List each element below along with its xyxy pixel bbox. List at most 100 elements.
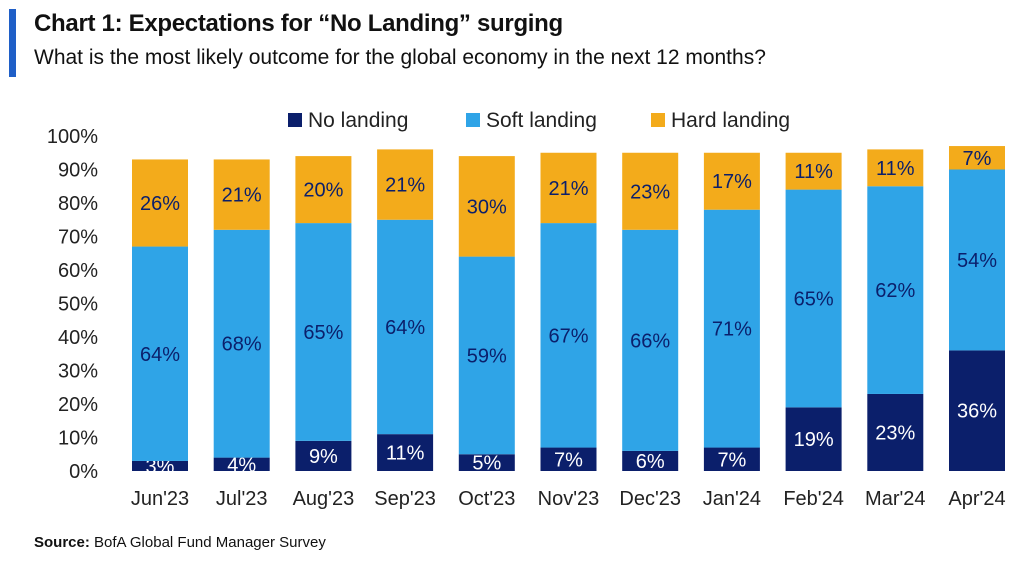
x-tick-label: Nov'23 — [538, 488, 600, 510]
data-label: 59% — [467, 345, 507, 367]
data-label: 7% — [963, 148, 992, 170]
bar-segment-hard-landing — [132, 159, 188, 247]
x-tick-label: Feb'24 — [783, 488, 844, 510]
bar-segment-no-landing — [540, 447, 597, 471]
data-label: 20% — [303, 180, 343, 202]
bar-segment-soft-landing — [295, 223, 352, 441]
data-label: 7% — [554, 449, 583, 471]
bar-segment-hard-landing — [295, 156, 352, 224]
data-label: 5% — [472, 453, 501, 475]
bar-segment-hard-landing — [867, 149, 924, 187]
data-label: 66% — [630, 330, 670, 352]
bar-segment-soft-landing — [867, 186, 924, 394]
data-label: 19% — [794, 429, 834, 451]
bar-segment-no-landing — [949, 350, 1005, 471]
title-accent-bar — [9, 9, 16, 77]
x-tick-label: Apr'24 — [948, 488, 1005, 510]
data-label: 4% — [227, 454, 256, 476]
data-label: 11% — [386, 443, 425, 465]
data-label: 64% — [140, 344, 180, 366]
chart-title: Chart 1: Expectations for “No Landing” s… — [34, 10, 563, 37]
bar-segment-soft-landing — [785, 189, 842, 408]
data-label: 26% — [140, 193, 180, 215]
legend-label: Soft landing — [486, 109, 597, 132]
legend-swatch — [288, 113, 302, 127]
bar-segment-soft-landing — [458, 256, 515, 455]
x-tick-label: Sep'23 — [374, 488, 436, 510]
bar-segment-soft-landing — [703, 209, 760, 448]
source-note: Source: BofA Global Fund Manager Survey — [34, 534, 326, 551]
legend-swatch — [466, 113, 480, 127]
bar-segment-soft-landing — [622, 229, 679, 451]
data-label: 11% — [876, 158, 915, 180]
data-label: 7% — [717, 449, 746, 471]
bar-segment-hard-landing — [458, 156, 515, 257]
data-label: 67% — [548, 325, 588, 347]
bar-segment-no-landing — [785, 407, 842, 471]
chart-subtitle: What is the most likely outcome for the … — [34, 46, 766, 69]
data-label: 21% — [548, 178, 588, 200]
source-label: Source: — [34, 534, 90, 551]
bar-segment-soft-landing — [213, 229, 270, 458]
y-tick-label: 50% — [58, 294, 98, 316]
bar-segment-no-landing — [132, 460, 188, 471]
bar-segment-hard-landing — [703, 152, 760, 210]
source-text: BofA Global Fund Manager Survey — [94, 534, 326, 551]
bar-segment-soft-landing — [132, 246, 188, 461]
bar-segment-hard-landing — [377, 149, 434, 220]
y-tick-label: 80% — [58, 193, 98, 215]
bar-segment-hard-landing — [949, 146, 1005, 170]
data-label: 23% — [630, 181, 670, 203]
y-tick-label: 90% — [58, 160, 98, 182]
legend-label: Hard landing — [671, 109, 790, 132]
data-label: 23% — [875, 422, 915, 444]
bar-segment-soft-landing — [540, 223, 597, 448]
x-tick-label: Oct'23 — [458, 488, 515, 510]
data-label: 3% — [146, 456, 175, 478]
bar-segment-no-landing — [377, 434, 434, 471]
bar-segment-no-landing — [703, 447, 760, 471]
x-tick-label: Aug'23 — [293, 488, 355, 510]
bar-segment-soft-landing — [949, 169, 1005, 351]
bar-segment-soft-landing — [377, 219, 434, 435]
data-label: 11% — [794, 161, 833, 183]
bar-segment-no-landing — [867, 393, 924, 471]
bar-segment-hard-landing — [540, 152, 597, 224]
bar-segment-no-landing — [295, 440, 352, 471]
bar-segment-no-landing — [622, 450, 679, 471]
data-label: 65% — [303, 322, 343, 344]
data-label: 68% — [222, 334, 262, 356]
data-label: 36% — [957, 401, 997, 423]
legend-swatch — [651, 113, 665, 127]
x-tick-label: Jul'23 — [216, 488, 268, 510]
y-tick-label: 100% — [47, 126, 98, 148]
data-label: 17% — [712, 171, 752, 193]
bar-segment-no-landing — [458, 454, 515, 471]
y-tick-label: 0% — [69, 461, 98, 483]
y-tick-label: 40% — [58, 327, 98, 349]
x-tick-label: Dec'23 — [619, 488, 681, 510]
legend-label: No landing — [308, 109, 408, 132]
x-tick-label: Jan'24 — [703, 488, 761, 510]
data-label: 21% — [385, 175, 425, 197]
x-tick-label: Jun'23 — [131, 488, 189, 510]
y-tick-label: 20% — [58, 394, 98, 416]
data-label: 71% — [712, 319, 752, 341]
x-tick-label: Mar'24 — [865, 488, 926, 510]
y-tick-label: 30% — [58, 361, 98, 383]
y-tick-label: 70% — [58, 227, 98, 249]
y-tick-label: 10% — [58, 428, 98, 450]
y-tick-label: 60% — [58, 260, 98, 282]
data-label: 64% — [385, 317, 425, 339]
data-label: 62% — [875, 280, 915, 302]
data-label: 6% — [636, 451, 665, 473]
stacked-bar-chart: 0% 10% 20% 30% 40% 50% 60% 70% 80% 90% 100% No land… — [47, 109, 1006, 510]
bar-segment-no-landing — [213, 457, 270, 471]
bar-segment-hard-landing — [785, 152, 842, 190]
data-label: 65% — [794, 288, 834, 310]
data-label: 21% — [222, 185, 262, 207]
bar-segment-hard-landing — [213, 159, 270, 230]
bar-segment-hard-landing — [622, 152, 679, 230]
data-label: 30% — [467, 196, 507, 218]
data-label: 54% — [957, 250, 997, 272]
